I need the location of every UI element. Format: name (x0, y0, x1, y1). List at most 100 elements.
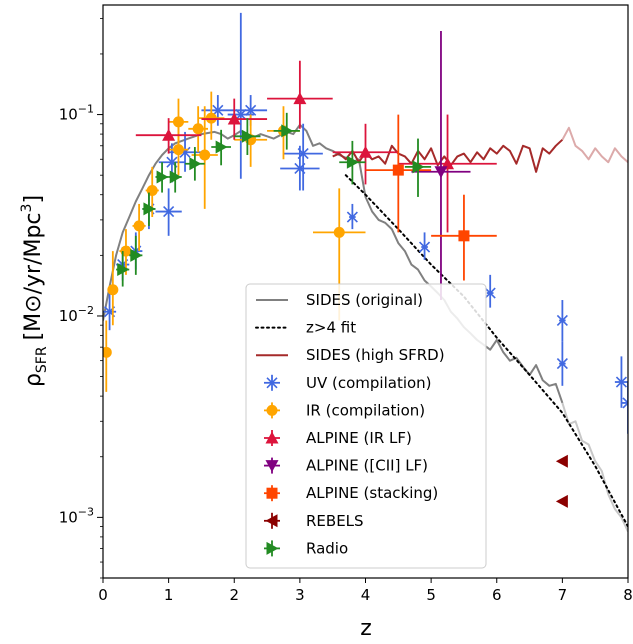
series-line-4 (561, 126, 628, 164)
y-axis-label-symbol: ρ (21, 373, 46, 387)
y-tick-mantissa: 10 (59, 508, 78, 526)
data-point (441, 157, 455, 170)
data-point (133, 220, 145, 232)
x-tick-label: 5 (426, 586, 436, 604)
x-tick-label: 6 (492, 586, 502, 604)
x-tick-label: 3 (295, 586, 305, 604)
data-point (117, 263, 130, 277)
legend-label: UV (compilation) (306, 374, 432, 392)
y-tick-label: 10−3 (59, 505, 94, 526)
legend-item: SIDES (high SFRD) (256, 346, 445, 364)
legend-item: ALPINE (stacking) (264, 484, 438, 502)
data-point (169, 170, 182, 184)
x-tick-label: 4 (361, 586, 371, 604)
legend-marker (266, 377, 278, 389)
data-point (412, 160, 425, 174)
legend-box (245, 283, 487, 569)
data-point (199, 149, 211, 161)
x-tick-label: 7 (558, 586, 568, 604)
y-tick-exponent: −2 (78, 304, 94, 317)
data-point (346, 155, 359, 169)
data-point (192, 123, 204, 135)
legend-marker (266, 541, 279, 555)
series-group-5 (555, 454, 568, 508)
data-point (212, 104, 224, 116)
x-tick-label: 2 (229, 586, 239, 604)
y-tick-label: 10−2 (59, 304, 94, 325)
plot-data-layer (103, 12, 628, 533)
y-axis-label: ρSFR [M⊙/yr/Mpc3] (19, 195, 50, 387)
legend-item: Radio (264, 539, 348, 557)
data-point (162, 128, 176, 141)
legend-label: ALPINE (IR LF) (306, 429, 412, 447)
x-tick-label: 8 (623, 586, 633, 604)
data-point (241, 129, 254, 143)
data-point (458, 230, 470, 242)
data-point (555, 454, 568, 468)
data-point (297, 148, 309, 160)
legend-item: IR (compilation) (264, 401, 425, 419)
data-point (172, 144, 184, 156)
data-point (103, 346, 112, 358)
data-point (418, 241, 431, 253)
legend-label: SIDES (high SFRD) (306, 346, 445, 364)
x-axis-label: z (360, 616, 372, 641)
series-group-2 (135, 60, 497, 233)
data-point (130, 248, 143, 262)
legend-item: UV (compilation) (264, 374, 432, 392)
data-point (156, 170, 169, 184)
y-tick-exponent: −3 (78, 505, 94, 518)
data-point (346, 211, 358, 223)
legend-marker (266, 487, 278, 499)
y-axis-label-close: ] (21, 195, 46, 204)
data-point (172, 116, 184, 128)
y-tick-mantissa: 10 (59, 106, 78, 124)
series-group-3 (411, 30, 471, 301)
legend-item: ALPINE (IR LF) (264, 429, 412, 447)
y-axis-label-exponent: 3 (19, 204, 35, 213)
legend-item: z>4 fit (255, 319, 356, 337)
x-tick-label: 0 (98, 586, 108, 604)
data-point (556, 358, 568, 370)
legend-item: SIDES (original) (256, 291, 423, 309)
data-point (205, 112, 217, 124)
data-point (392, 164, 404, 176)
x-tick-label: 1 (164, 586, 174, 604)
data-point (107, 284, 119, 296)
legend-item: REBELS (264, 512, 364, 530)
data-point (215, 140, 228, 154)
legend-label: ALPINE (stacking) (306, 484, 438, 502)
legend-item: ALPINE ([CII] LF) (264, 457, 428, 475)
legend-marker (265, 460, 279, 473)
legend-label: z>4 fit (306, 319, 356, 337)
series-line-1 (561, 402, 628, 533)
legend: SIDES (original) z>4 fit SIDES (high SFRD)… (245, 283, 487, 569)
data-point (281, 124, 294, 138)
legend-label: Radio (306, 539, 348, 557)
data-point (555, 494, 568, 508)
legend-marker (265, 514, 278, 528)
data-point (615, 376, 628, 388)
legend-marker (265, 431, 279, 444)
data-point (143, 202, 156, 216)
y-tick-mantissa: 10 (59, 307, 78, 325)
y-axis-label-unit: [M⊙/yr/Mpc (21, 212, 46, 340)
data-point (484, 287, 496, 299)
axis-ticks: 0 1 2 3 4 5 6 7 810−310−210−1 (59, 18, 633, 604)
data-point (333, 226, 345, 238)
data-point (189, 157, 202, 171)
data-point (227, 112, 241, 125)
series-line-2 (344, 174, 628, 528)
data-point (434, 166, 448, 179)
legend-label: SIDES (original) (306, 291, 423, 309)
data-point (293, 92, 307, 105)
legend-label: IR (compilation) (306, 401, 425, 419)
data-point (622, 397, 628, 409)
data-point (235, 109, 247, 121)
y-tick-exponent: −1 (78, 103, 94, 116)
series-group-4 (365, 114, 497, 281)
y-tick-label: 10−1 (59, 103, 94, 124)
data-point (163, 205, 175, 218)
y-axis-label-subscript: SFR (34, 346, 50, 373)
